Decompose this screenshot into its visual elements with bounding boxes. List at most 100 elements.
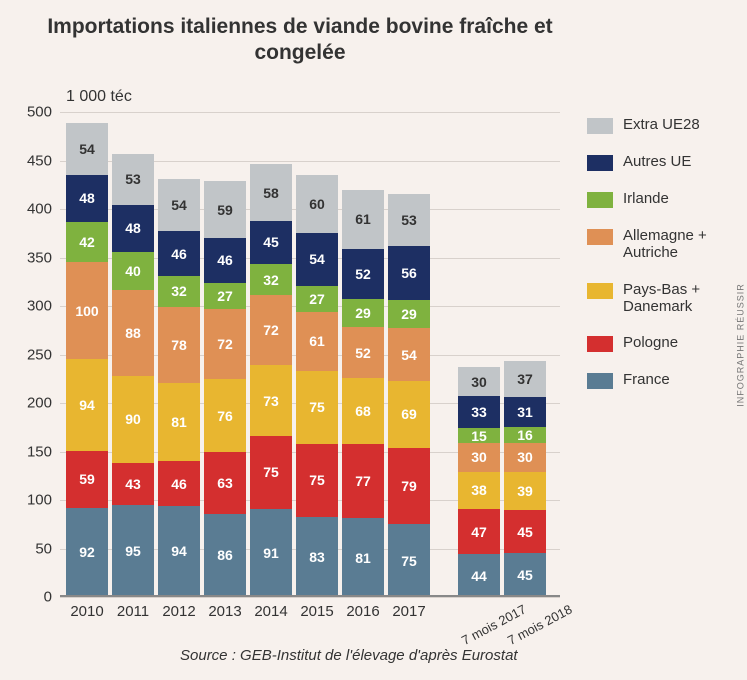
bar-segment-allemagne: 72 [204,309,246,379]
x-axis-line [60,595,560,597]
legend-swatch [587,155,613,171]
bar-segment-pologne: 47 [458,509,500,555]
bar-segment-allemagne: 72 [250,295,292,365]
side-credit: INFOGRAPHIE RÉUSSIR [736,283,746,407]
y-tick-label: 350 [27,249,60,266]
bar-segment-irlande: 27 [296,286,338,312]
bar-segment-autresue: 54 [296,233,338,285]
legend-item-pologne: Pologne [587,334,717,352]
bar-segment-allemagne: 30 [458,443,500,472]
bar-segment-irlande: 32 [250,264,292,295]
bar-segment-autresue: 56 [388,246,430,300]
bar-segment-autresue: 33 [458,396,500,428]
bar-segment-pologne: 79 [388,448,430,525]
bar-segment-pologne: 75 [250,436,292,509]
bar-segment-france: 95 [112,505,154,597]
bar-segment-extraue: 59 [204,181,246,238]
y-tick-label: 0 [44,589,60,606]
legend-label: Pays-Bas + Danemark [623,281,717,316]
bar-segment-autresue: 48 [112,205,154,252]
bar-segment-allemagne: 100 [66,262,108,359]
bar-segment-extraue: 54 [158,179,200,231]
bar-segment-paysbas: 94 [66,359,108,450]
bar-segment-france: 86 [204,514,246,597]
y-tick-label: 400 [27,201,60,218]
bar-segment-pologne: 43 [112,463,154,505]
y-tick-label: 50 [35,540,60,557]
bar-segment-pologne: 46 [158,461,200,506]
y-tick-label: 450 [27,152,60,169]
bar-segment-france: 92 [66,508,108,597]
bar-segment-extraue: 53 [112,154,154,205]
legend-item-autresue: Autres UE [587,153,717,171]
bar-segment-extraue: 60 [296,175,338,233]
bar-segment-france: 91 [250,509,292,597]
bar-segment-irlande: 27 [204,283,246,309]
legend-label: Pologne [623,334,678,351]
legend-item-allemagne: Allemagne + Autriche [587,227,717,262]
bar-segment-paysbas: 73 [250,365,292,436]
y-tick-label: 250 [27,346,60,363]
bar-segment-france: 94 [158,506,200,597]
bar-segment-autresue: 52 [342,249,384,299]
bar-segment-extraue: 37 [504,361,546,397]
bar-segment-irlande: 40 [112,252,154,291]
legend-label: Allemagne + Autriche [623,227,717,262]
y-tick-label: 500 [27,104,60,121]
bar-segment-paysbas: 39 [504,472,546,510]
bar-segment-extraue: 54 [66,123,108,175]
bar-segment-france: 83 [296,517,338,598]
bars-group: 9259941004248542010954390884048532011944… [60,112,560,597]
bar-segment-paysbas: 81 [158,383,200,462]
bar-segment-irlande: 29 [342,299,384,327]
bar-segment-autresue: 45 [250,221,292,265]
bar-segment-autresue: 46 [158,231,200,276]
bar-segment-irlande: 42 [66,222,108,263]
bar-segment-allemagne: 30 [504,443,546,472]
chart-title: Importations italiennes de viande bovine… [0,14,600,67]
bar-segment-autresue: 46 [204,238,246,283]
bar-segment-pologne: 45 [504,510,546,554]
bar-segment-allemagne: 88 [112,290,154,375]
source-note: Source : GEB-Institut de l'élevage d'apr… [180,647,518,664]
bar-segment-irlande: 32 [158,276,200,307]
bar-segment-autresue: 48 [66,175,108,222]
legend: Extra UE28 Autres UE Irlande Allemagne + Au… [587,116,717,408]
bar-segment-irlande: 29 [388,300,430,328]
legend-swatch [587,192,613,208]
legend-swatch [587,229,613,245]
legend-swatch [587,118,613,134]
legend-label: Irlande [623,190,669,207]
legend-swatch [587,336,613,352]
bar-segment-autresue: 31 [504,397,546,427]
y-tick-label: 300 [27,298,60,315]
bar-segment-pologne: 59 [66,451,108,508]
y-axis-unit: 1 000 téc [66,88,132,106]
bar-segment-allemagne: 54 [388,328,430,380]
bar-segment-extraue: 53 [388,194,430,245]
legend-label: Autres UE [623,153,691,170]
bar-segment-extraue: 30 [458,367,500,396]
bar-segment-pologne: 63 [204,452,246,513]
bar-segment-allemagne: 61 [296,312,338,371]
bar-segment-irlande: 16 [504,427,546,443]
bar-segment-allemagne: 78 [158,307,200,383]
bar-segment-allemagne: 52 [342,327,384,377]
legend-swatch [587,283,613,299]
bar-segment-extraue: 61 [342,190,384,249]
y-tick-label: 100 [27,492,60,509]
legend-item-paysbas: Pays-Bas + Danemark [587,281,717,316]
bar-segment-paysbas: 69 [388,381,430,448]
chart-plot-area: 9259941004248542010954390884048532011944… [60,112,560,597]
legend-item-extraue: Extra UE28 [587,116,717,134]
bar-segment-pologne: 75 [296,444,338,517]
bar-segment-extraue: 58 [250,164,292,220]
bar-segment-pologne: 77 [342,444,384,519]
legend-swatch [587,373,613,389]
bar-segment-paysbas: 38 [458,472,500,509]
legend-item-irlande: Irlande [587,190,717,208]
bar-segment-paysbas: 75 [296,371,338,444]
y-tick-label: 150 [27,443,60,460]
legend-item-france: France [587,371,717,389]
bar-segment-france: 81 [342,518,384,597]
